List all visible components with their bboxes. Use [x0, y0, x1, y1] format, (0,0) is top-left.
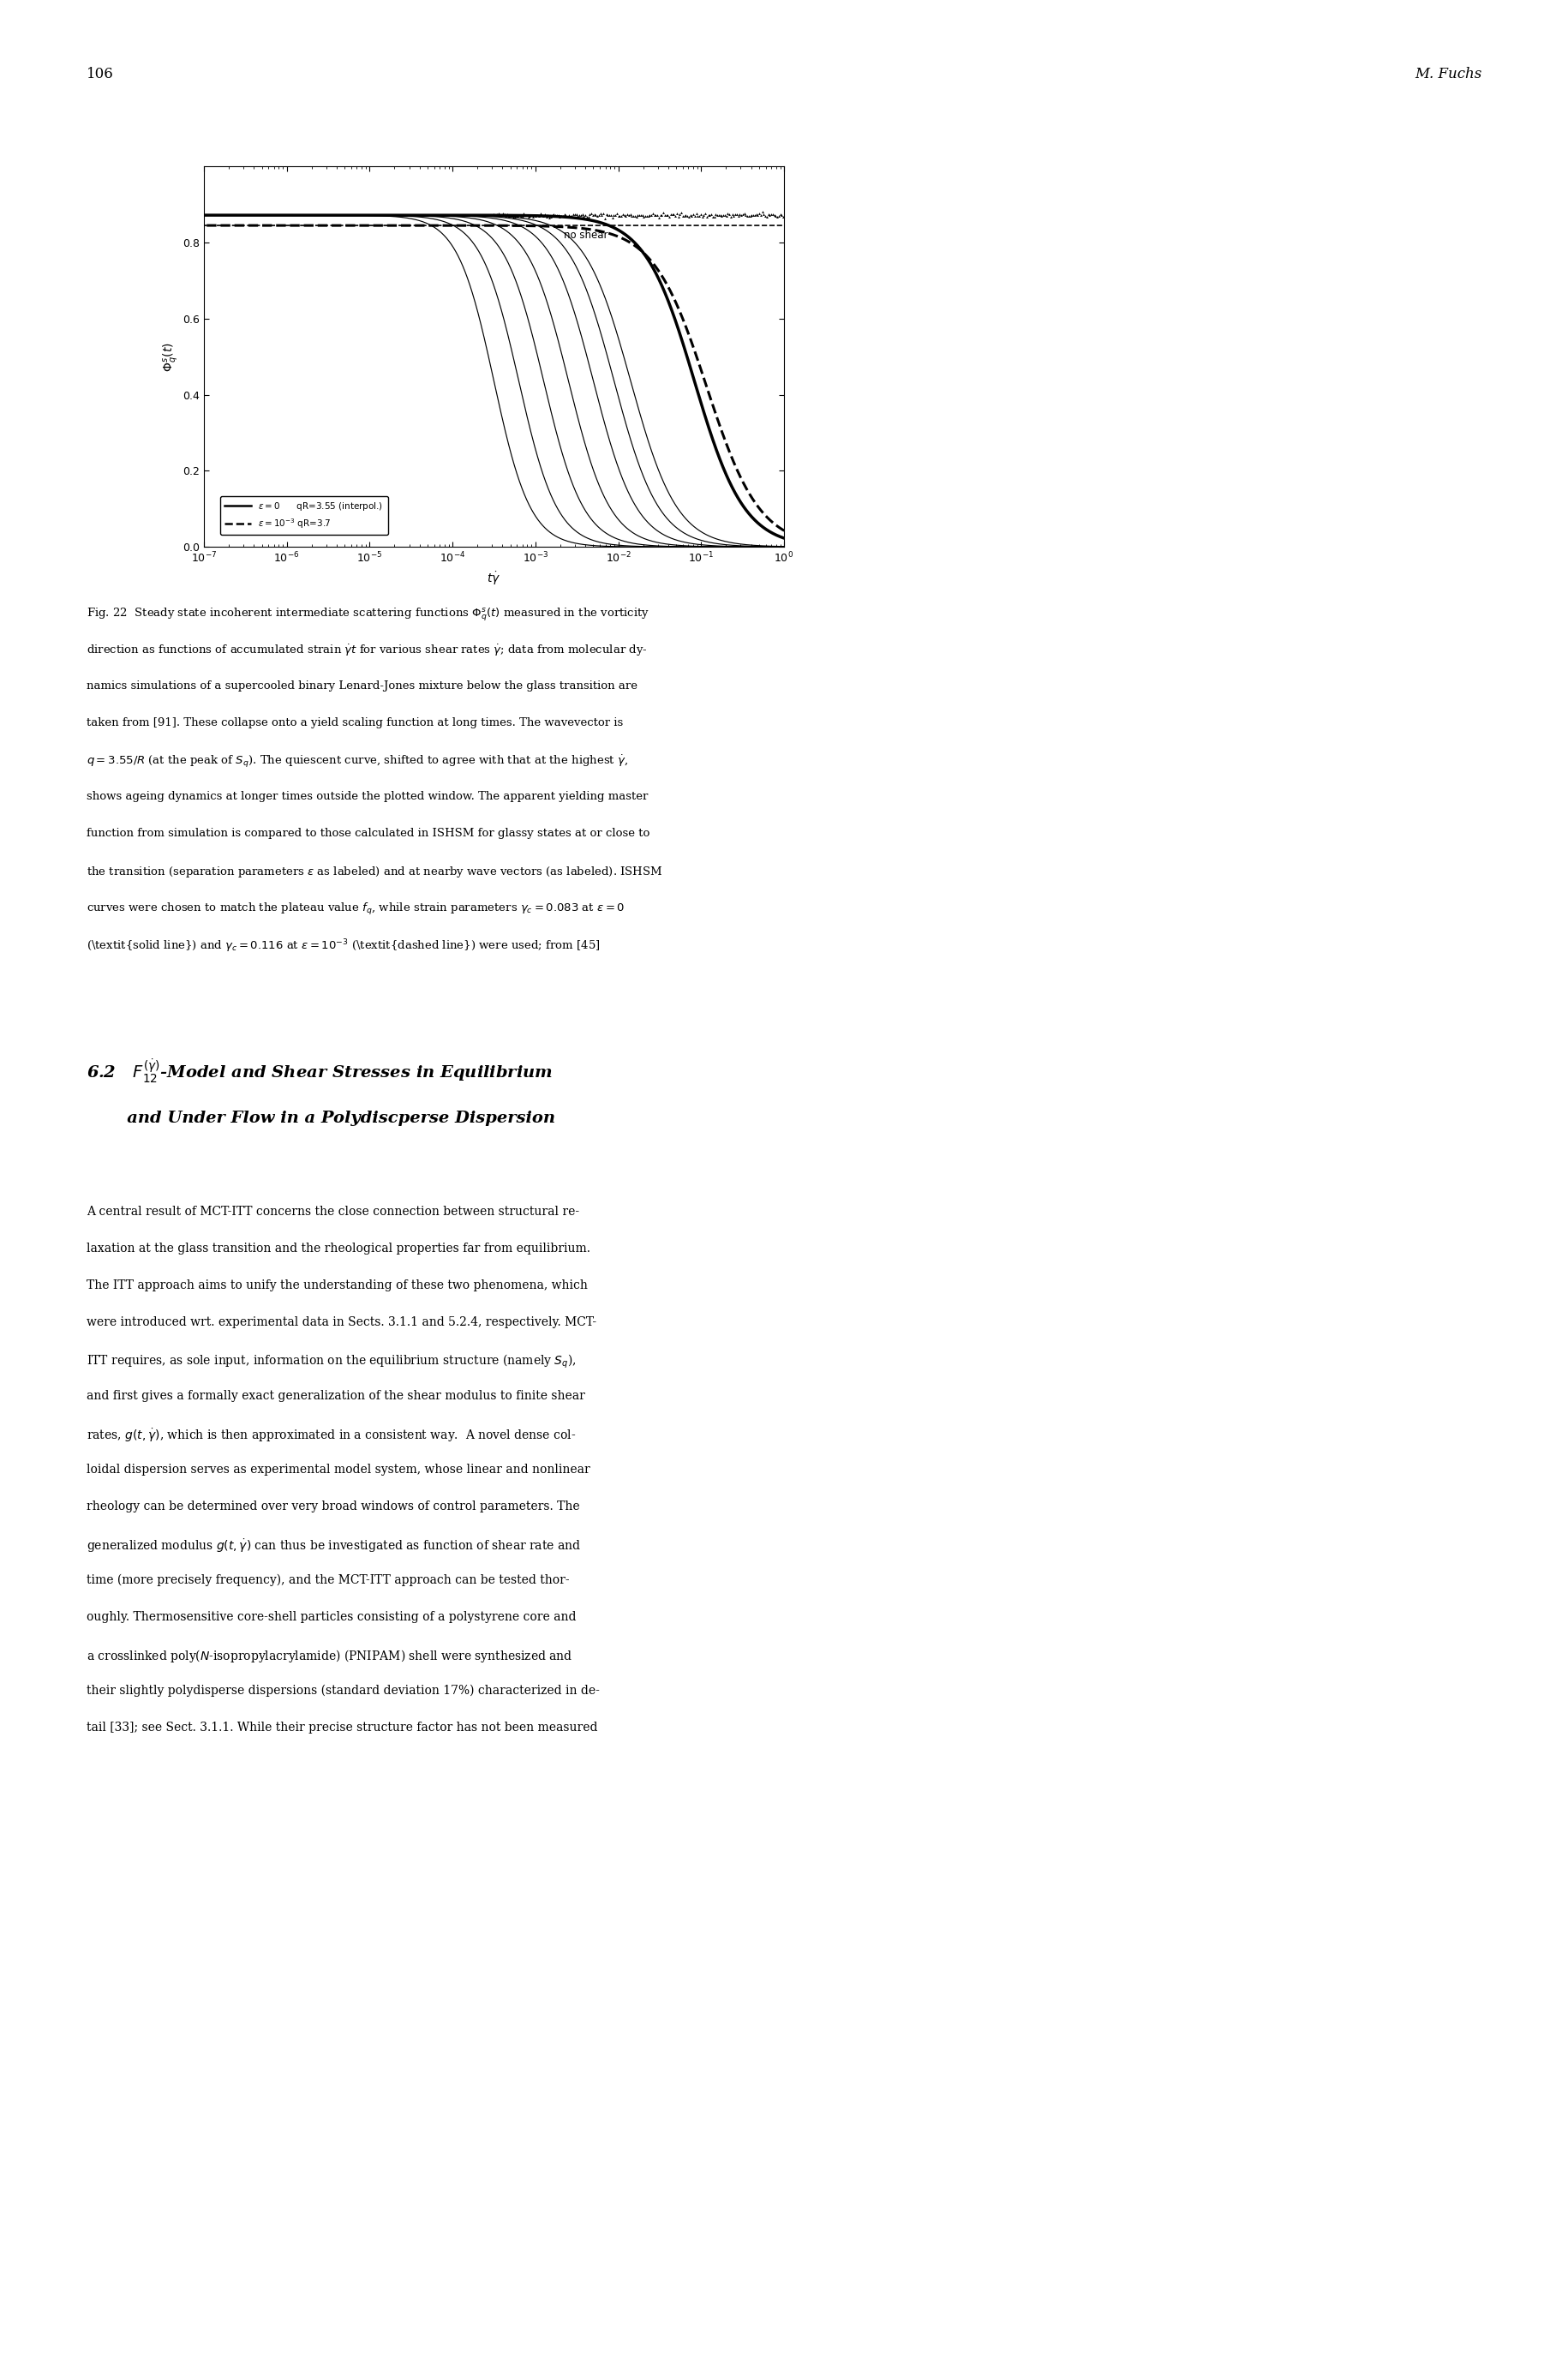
Text: rates, $g(t,\dot{\gamma})$, which is then approximated in a consistent way.  A n: rates, $g(t,\dot{\gamma})$, which is the…	[86, 1427, 575, 1443]
Text: 106: 106	[86, 67, 113, 81]
X-axis label: $t\dot{\gamma}$: $t\dot{\gamma}$	[488, 571, 500, 587]
Text: oughly. Thermosensitive core-shell particles consisting of a polystyrene core an: oughly. Thermosensitive core-shell parti…	[86, 1612, 575, 1624]
Text: rheology can be determined over very broad windows of control parameters. The: rheology can be determined over very bro…	[86, 1501, 580, 1512]
Text: and Under Flow in a Polydiscperse Dispersion: and Under Flow in a Polydiscperse Disper…	[86, 1111, 555, 1125]
Text: direction as functions of accumulated strain $\dot{\gamma}t$ for various shear r: direction as functions of accumulated st…	[86, 642, 648, 659]
Text: tail [33]; see Sect. 3.1.1. While their precise structure factor has not been me: tail [33]; see Sect. 3.1.1. While their …	[86, 1722, 597, 1734]
Text: The ITT approach aims to unify the understanding of these two phenomena, which: The ITT approach aims to unify the under…	[86, 1279, 588, 1291]
Text: function from simulation is compared to those calculated in ISHSM for glassy sta: function from simulation is compared to …	[86, 828, 649, 839]
Text: laxation at the glass transition and the rheological properties far from equilib: laxation at the glass transition and the…	[86, 1244, 590, 1256]
Text: A central result of MCT-ITT concerns the close connection between structural re-: A central result of MCT-ITT concerns the…	[86, 1206, 579, 1218]
Y-axis label: $\Phi_q^{s}(t)$: $\Phi_q^{s}(t)$	[162, 342, 180, 371]
Text: their slightly polydisperse dispersions (standard deviation 17%) characterized i: their slightly polydisperse dispersions …	[86, 1686, 599, 1698]
Text: generalized modulus $g(t,\dot{\gamma})$ can thus be investigated as function of : generalized modulus $g(t,\dot{\gamma})$ …	[86, 1539, 580, 1555]
Text: 6.2   $F_{12}^{(\dot{\gamma})}$-Model and Shear Stresses in Equilibrium: 6.2 $F_{12}^{(\dot{\gamma})}$-Model and …	[86, 1058, 552, 1084]
Text: time (more precisely frequency), and the MCT-ITT approach can be tested thor-: time (more precisely frequency), and the…	[86, 1574, 569, 1586]
Text: $q = 3.55/R$ (at the peak of $S_q$). The quiescent curve, shifted to agree with : $q = 3.55/R$ (at the peak of $S_q$). The…	[86, 754, 627, 770]
Text: were introduced wrt. experimental data in Sects. 3.1.1 and 5.2.4, respectively. : were introduced wrt. experimental data i…	[86, 1317, 596, 1329]
Text: curves were chosen to match the plateau value $f_q$, while strain parameters $\g: curves were chosen to match the plateau …	[86, 901, 624, 916]
Legend: $\varepsilon = 0$      qR=3.55 (interpol.), $\varepsilon = 10^{-3}$ qR=3.7: $\varepsilon = 0$ qR=3.55 (interpol.), $…	[220, 497, 387, 535]
Text: loidal dispersion serves as experimental model system, whose linear and nonlinea: loidal dispersion serves as experimental…	[86, 1462, 590, 1477]
Text: no shear: no shear	[563, 228, 608, 240]
Text: shows ageing dynamics at longer times outside the plotted window. The apparent y: shows ageing dynamics at longer times ou…	[86, 789, 648, 801]
Text: taken from [91]. These collapse onto a yield scaling function at long times. The: taken from [91]. These collapse onto a y…	[86, 718, 622, 728]
Text: Fig. 22  Steady state incoherent intermediate scattering functions $\Phi_q^s(t)$: Fig. 22 Steady state incoherent intermed…	[86, 606, 649, 623]
Text: and first gives a formally exact generalization of the shear modulus to finite s: and first gives a formally exact general…	[86, 1389, 585, 1403]
Text: (\textit{solid line}) and $\gamma_c = 0.116$ at $\varepsilon = 10^{-3}$ (\textit: (\textit{solid line}) and $\gamma_c = 0.…	[86, 939, 601, 956]
Text: the transition (separation parameters $\varepsilon$ as labeled) and at nearby wa: the transition (separation parameters $\…	[86, 866, 662, 880]
Text: namics simulations of a supercooled binary Lenard-Jones mixture below the glass : namics simulations of a supercooled bina…	[86, 680, 637, 692]
Text: a crosslinked poly($N$-isopropylacrylamide) (PNIPAM) shell were synthesized and: a crosslinked poly($N$-isopropylacrylami…	[86, 1648, 572, 1665]
Text: ITT requires, as sole input, information on the equilibrium structure (namely $S: ITT requires, as sole input, information…	[86, 1353, 575, 1370]
Text: M. Fuchs: M. Fuchs	[1414, 67, 1482, 81]
